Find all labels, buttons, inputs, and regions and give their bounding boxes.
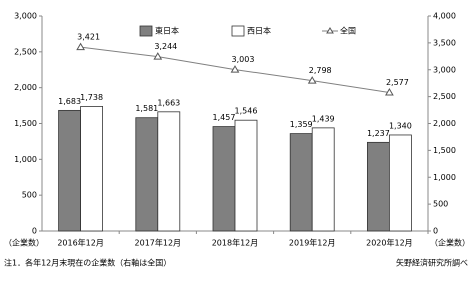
- data-label: 1,457: [213, 113, 236, 122]
- marker: [153, 52, 163, 60]
- data-label: 1,738: [80, 93, 103, 102]
- x-tick-label: 2019年12月: [289, 238, 336, 248]
- legend-marker: [326, 27, 334, 34]
- bar: [58, 109, 81, 232]
- data-label: 1,237: [367, 129, 390, 138]
- bar: [212, 126, 236, 232]
- data-label: 1,581: [135, 104, 158, 113]
- y-tick-label: 1,000: [14, 155, 37, 164]
- y2-axis-label: （企業数）: [430, 238, 470, 248]
- y2-tick-label: 500: [433, 200, 448, 209]
- data-label: 2,577: [386, 78, 409, 87]
- data-label: 1,439: [312, 114, 335, 123]
- data-label: 3,244: [154, 42, 177, 51]
- data-label: 3,421: [77, 33, 100, 42]
- bar: [80, 106, 103, 232]
- x-tick-label: 2020年12月: [366, 238, 413, 248]
- marker: [307, 76, 317, 84]
- y2-tick-label: 1,500: [433, 146, 456, 155]
- data-label: 1,683: [58, 97, 81, 106]
- x-tick-label: 2016年12月: [57, 238, 104, 248]
- data-label: 1,340: [389, 121, 412, 130]
- bar: [388, 134, 412, 232]
- y-tick-label: 1,500: [14, 119, 37, 128]
- x-tick-label: 2017年12月: [135, 238, 182, 248]
- bar: [289, 133, 313, 232]
- bar: [311, 127, 335, 232]
- y-tick-label: 0: [32, 227, 37, 236]
- legend-swatch: [139, 25, 153, 37]
- data-label: 1,546: [235, 107, 258, 116]
- y2-tick-label: 0: [433, 227, 438, 236]
- bar: [135, 117, 159, 232]
- y2-tick-label: 2,500: [433, 92, 456, 101]
- bar: [157, 111, 181, 232]
- y2-tick-label: 4,000: [433, 12, 456, 21]
- legend-label: 全国: [340, 26, 356, 36]
- bar: [234, 119, 258, 232]
- y-tick-label: 2,500: [14, 47, 37, 56]
- data-label: 2,798: [309, 66, 332, 75]
- y2-tick-label: 1,000: [433, 173, 456, 182]
- marker: [230, 65, 240, 73]
- x-tick-label: 2018年12月: [212, 238, 259, 248]
- note: 注1．各年12月末現在の企業数（右軸は全国）: [4, 258, 171, 268]
- legend-label: 西日本: [247, 26, 271, 36]
- y-tick-label: 500: [22, 191, 37, 200]
- marker: [385, 87, 394, 96]
- legend-swatch: [231, 25, 245, 37]
- source: 矢野経済研究所調べ: [396, 258, 468, 268]
- data-label: 1,359: [290, 120, 313, 129]
- y-tick-label: 2,000: [14, 83, 37, 92]
- y2-tick-label: 2,000: [433, 119, 456, 128]
- data-label: 3,003: [232, 55, 255, 64]
- data-label: 1,663: [157, 98, 180, 107]
- y-tick-label: 3,000: [14, 12, 37, 21]
- y2-tick-label: 3,500: [433, 38, 456, 47]
- y-axis-label: （企業数）: [4, 238, 44, 248]
- y2-tick-label: 3,000: [433, 65, 456, 74]
- marker: [76, 42, 85, 51]
- legend-label: 東日本: [155, 26, 179, 36]
- bar: [366, 141, 390, 232]
